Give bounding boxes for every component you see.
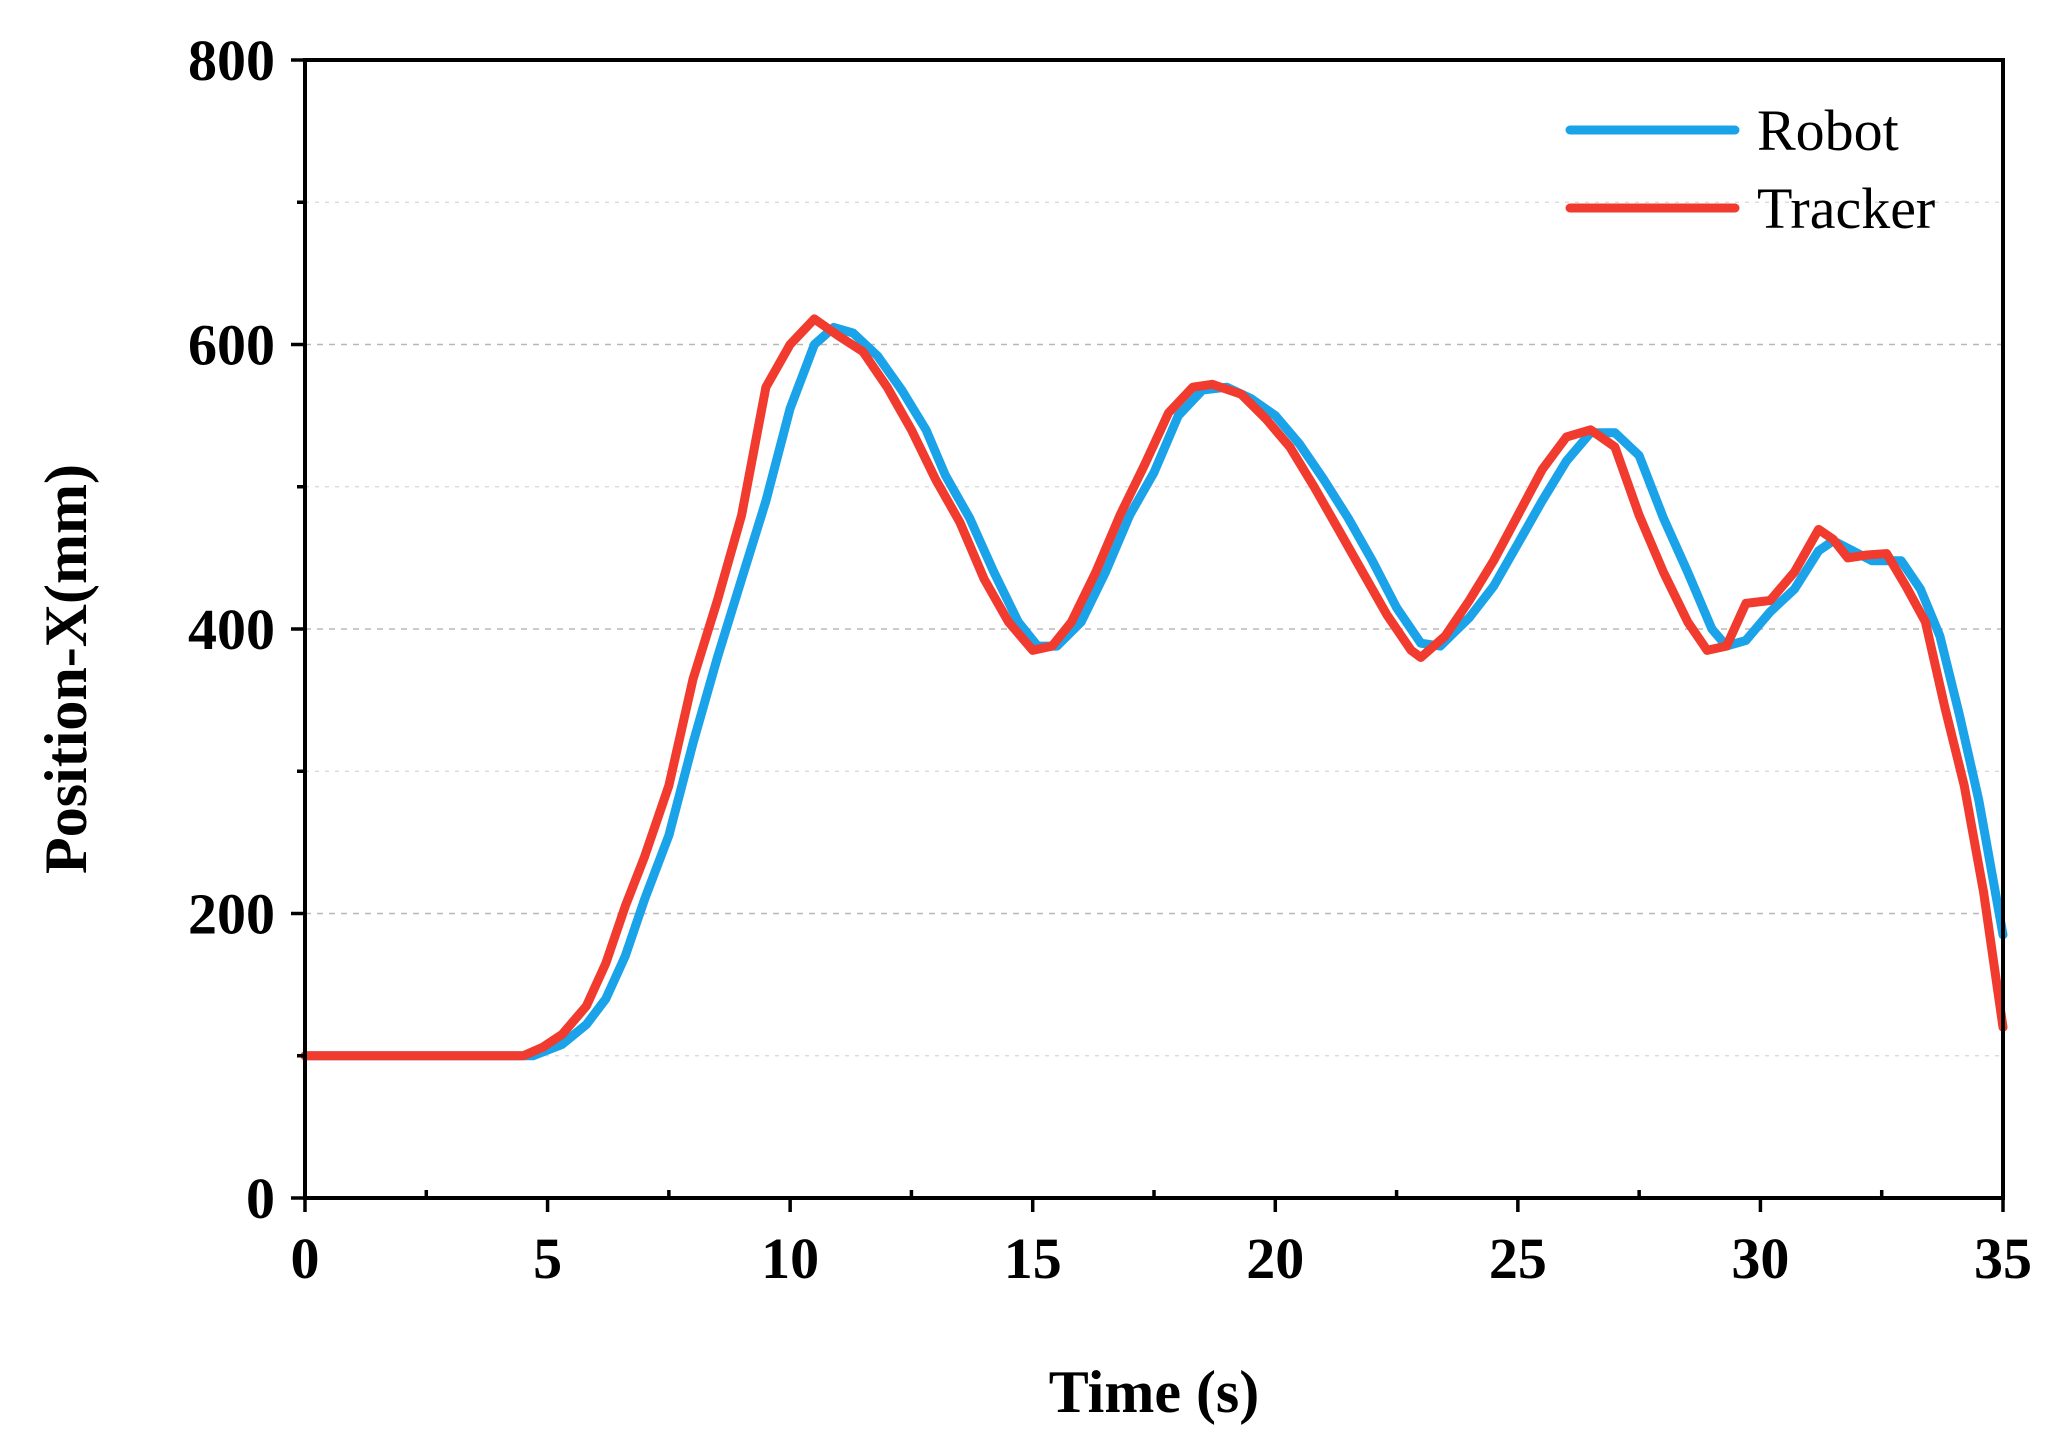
- x-tick-label: 25: [1489, 1226, 1547, 1291]
- x-tick-label: 30: [1731, 1226, 1789, 1291]
- y-tick-label: 600: [188, 313, 275, 378]
- x-tick-label: 35: [1974, 1226, 2032, 1291]
- x-tick-label: 20: [1246, 1226, 1304, 1291]
- tick-layer: [291, 58, 2005, 1212]
- y-axis-title: Position-X(mm): [33, 464, 99, 874]
- y-tick-label: 200: [188, 882, 275, 947]
- x-tick-label: 10: [761, 1226, 819, 1291]
- y-tick-label: 0: [246, 1166, 275, 1231]
- legend-robot-label: Robot: [1757, 98, 1899, 163]
- legend: Robot Tracker: [1565, 98, 1935, 241]
- x-tick-label: 5: [533, 1226, 562, 1291]
- legend-tracker-label: Tracker: [1757, 176, 1935, 241]
- series-line-robot: [300, 322, 2008, 1061]
- x-axis-title: Time (s): [1049, 1359, 1260, 1425]
- y-tick-label: 400: [188, 597, 275, 662]
- y-tick-label: 800: [188, 28, 275, 93]
- tick-label-layer: 0 5 10 15 20 25 30 35 0 200 400 600 800: [188, 28, 2032, 1291]
- series-layer: [300, 314, 2008, 1061]
- x-tick-label: 15: [1004, 1226, 1062, 1291]
- grid-layer: [305, 201, 2003, 1057]
- x-tick-label: 0: [291, 1226, 320, 1291]
- series-line-tracker: [300, 314, 2008, 1061]
